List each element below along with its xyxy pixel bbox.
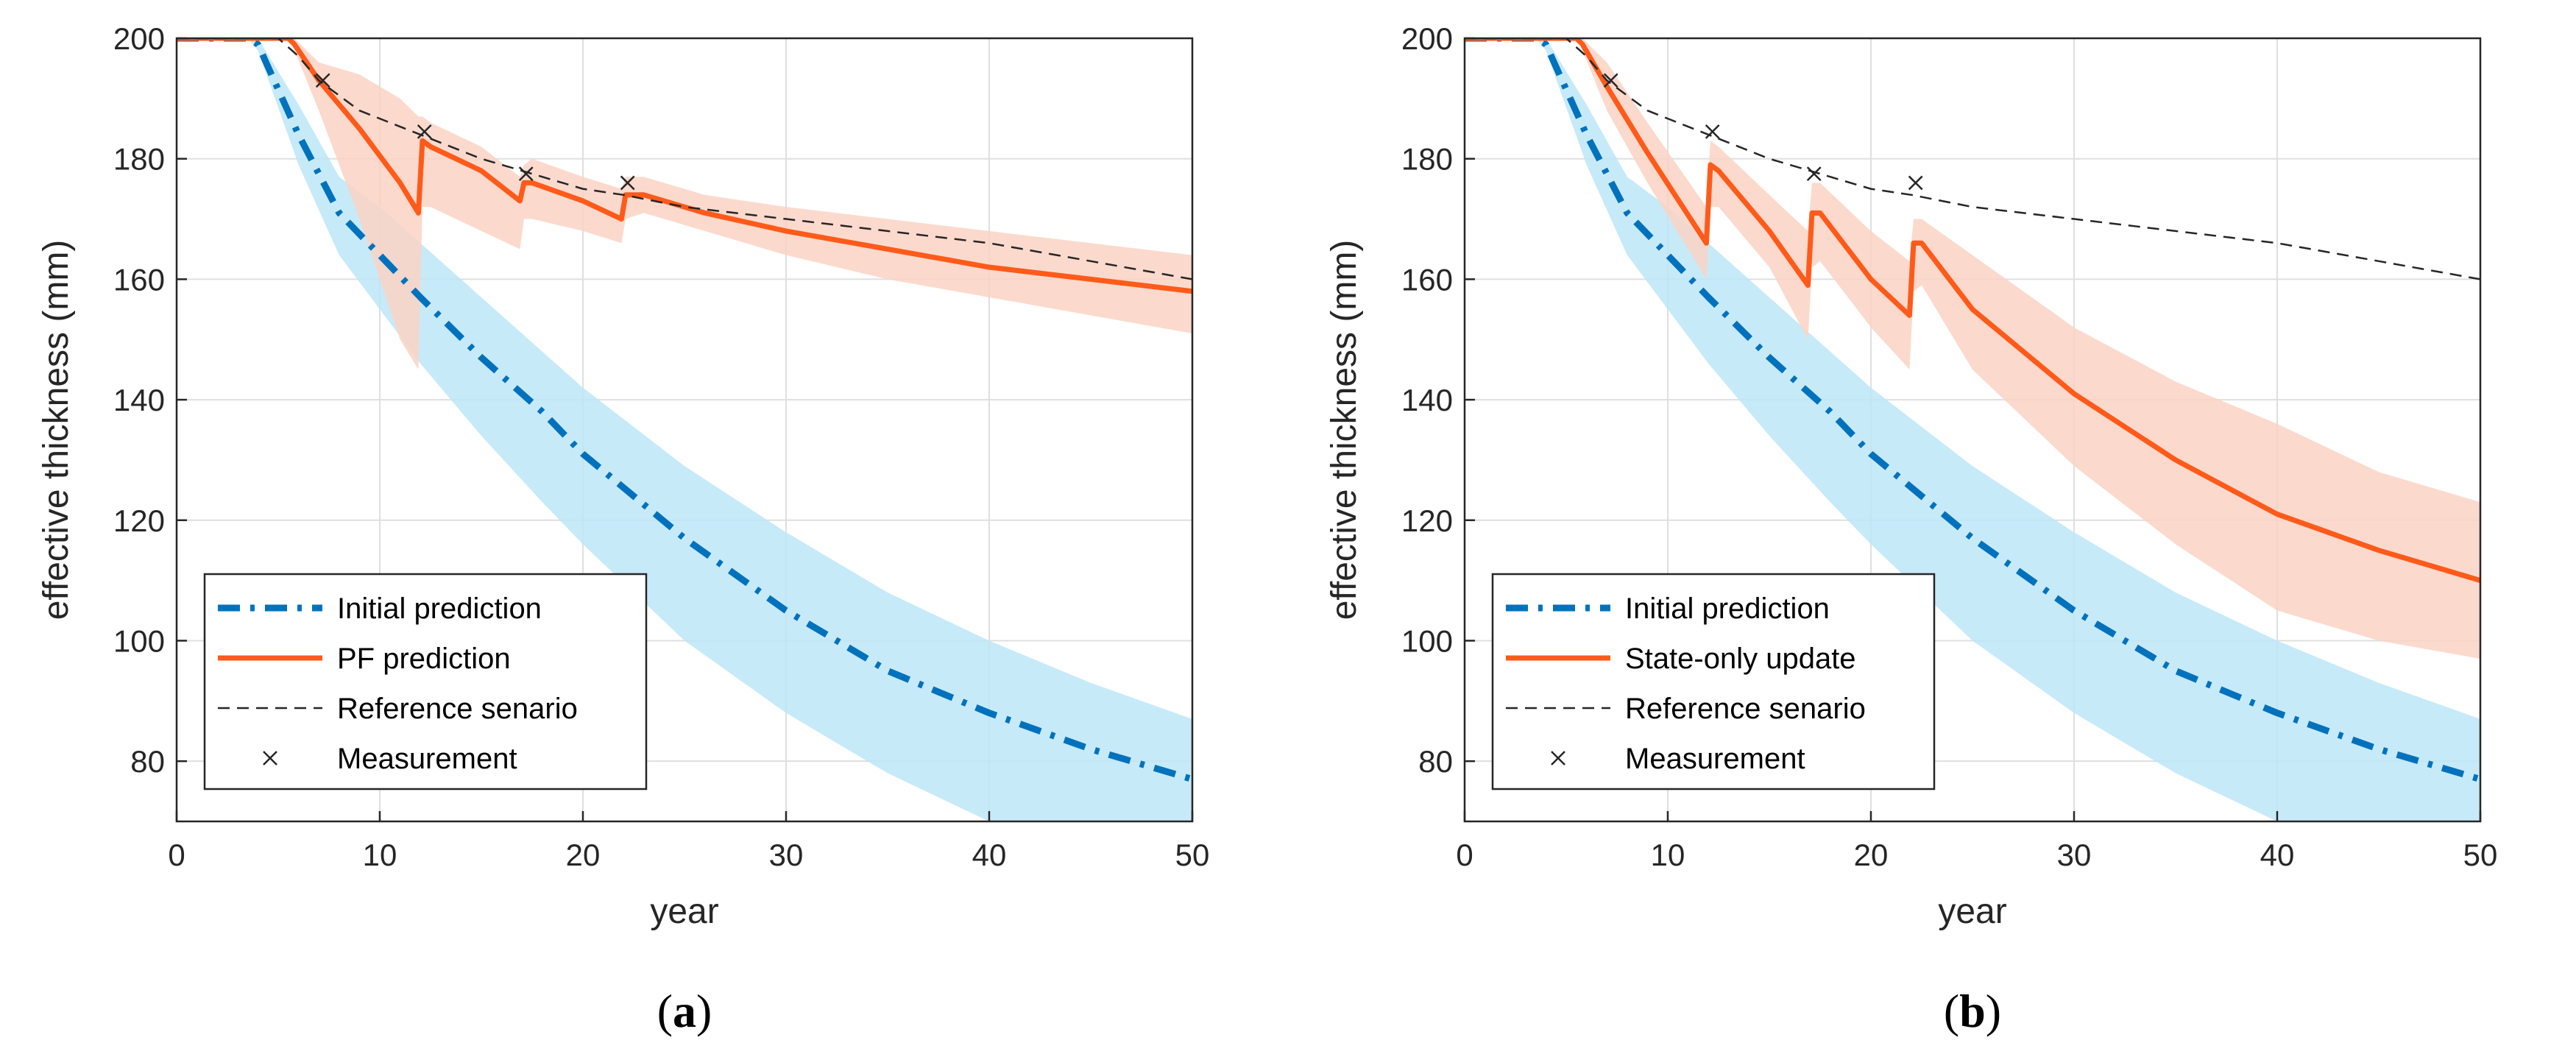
series-line-2 — [1465, 38, 2480, 280]
x-tick-label: 0 — [1456, 838, 1473, 872]
chart-panel-a: 0 10 20 30 40 50 80 100 120 140 160 180 200 year effec… — [37, 21, 1210, 1037]
legend: Initial prediction State-only update Refer… — [1491, 573, 1936, 790]
measurement-point — [1705, 124, 1720, 139]
legend-label-0: Initial prediction — [337, 593, 542, 625]
x-tick-label: 30 — [2057, 838, 2092, 872]
axes-frame — [175, 37, 1194, 823]
legend-label-2: Reference senario — [337, 693, 578, 725]
measurement-point — [1908, 175, 1923, 191]
legend-label-3: Measurement — [1625, 743, 1805, 775]
x-tick-label: 10 — [1651, 838, 1685, 872]
legend-label-1: State-only update — [1625, 643, 1856, 675]
y-tick-label: 80 — [1418, 744, 1453, 779]
measurement-point — [315, 73, 330, 88]
legend: Initial prediction PF prediction Reference… — [203, 573, 648, 790]
legend-marker-measurement — [1551, 751, 1565, 765]
y-tick-label: 100 — [1401, 623, 1453, 658]
measurement-point — [1603, 73, 1618, 88]
plot-content — [177, 38, 1192, 821]
measurement-point — [518, 166, 534, 182]
legend-label-0: Initial prediction — [1625, 593, 1830, 625]
y-tick-label: 100 — [113, 623, 165, 658]
x-tick-label: 30 — [769, 838, 804, 872]
y-tick-label: 140 — [1401, 383, 1453, 417]
axes-frame — [1463, 37, 2482, 823]
x-tick-label: 50 — [1175, 838, 1210, 872]
x-tick-label: 10 — [363, 838, 397, 872]
legend-marker-measurement — [263, 751, 277, 765]
x-axis-label: year — [1938, 892, 2006, 931]
panel-caption: (b) — [1944, 985, 2001, 1037]
y-axis-label: effective thickness (mm) — [37, 240, 76, 620]
y-axis-label: effective thickness (mm) — [1325, 240, 1364, 620]
series-line-2 — [177, 38, 1192, 280]
x-tick-label: 40 — [2260, 838, 2295, 872]
legend-label-1: PF prediction — [337, 643, 511, 675]
panel-caption: (a) — [657, 985, 712, 1037]
uncertainty-band-1 — [177, 38, 1192, 370]
x-tick-label: 20 — [566, 838, 601, 872]
y-tick-label: 120 — [113, 503, 165, 538]
series-line-0 — [177, 38, 1192, 783]
legend-box — [203, 573, 648, 790]
chart-panel-b: 0 10 20 30 40 50 80 100 120 140 160 180 200 year effec… — [1325, 21, 2498, 1037]
legend-label-3: Measurement — [337, 743, 517, 775]
y-tick-label: 80 — [130, 744, 165, 779]
uncertainty-band-1 — [1465, 38, 2480, 659]
plot-content — [1465, 38, 2480, 821]
y-tick-label: 200 — [113, 21, 165, 56]
y-tick-label: 160 — [1401, 262, 1453, 297]
x-tick-label: 50 — [2463, 838, 2498, 872]
measurement-point — [1806, 166, 1822, 182]
measurement-point — [620, 175, 635, 191]
y-tick-label: 120 — [1401, 503, 1453, 538]
x-tick-label: 20 — [1854, 838, 1889, 872]
x-tick-label: 0 — [168, 838, 185, 872]
x-axis-label: year — [650, 892, 718, 931]
y-tick-label: 140 — [113, 383, 165, 417]
uncertainty-band-0 — [177, 38, 1192, 821]
x-tick-label: 40 — [972, 838, 1007, 872]
y-tick-label: 180 — [113, 142, 165, 177]
series-line-1 — [177, 38, 1192, 294]
series-line-0 — [1465, 38, 2480, 783]
y-tick-label: 200 — [1401, 21, 1453, 56]
legend-label-2: Reference senario — [1625, 693, 1866, 725]
measurement-point — [417, 124, 432, 139]
uncertainty-band-0 — [1465, 38, 2480, 821]
y-tick-label: 160 — [113, 262, 165, 297]
series-line-1 — [1465, 38, 2480, 583]
y-tick-label: 180 — [1401, 142, 1453, 177]
